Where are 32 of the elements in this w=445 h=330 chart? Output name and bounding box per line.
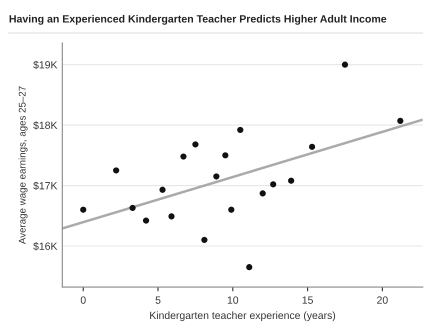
point — [201, 236, 208, 244]
point — [397, 118, 404, 124]
point — [246, 264, 252, 270]
point — [168, 213, 175, 220]
x-tick-label: 5 — [156, 296, 160, 304]
point — [113, 167, 120, 174]
y-tick-label: $17K — [33, 182, 58, 190]
x-tick-label: 20 — [377, 296, 388, 304]
point — [180, 153, 187, 160]
point — [308, 144, 316, 150]
x-tick-label: 10 — [228, 296, 238, 304]
point — [129, 204, 136, 212]
point — [222, 152, 228, 158]
point — [142, 218, 150, 224]
y-tick-label: $18K — [33, 121, 58, 130]
x-axis-title: Kindergarten teacher experience (years) — [150, 311, 336, 322]
y-tick-label: $19K — [33, 60, 58, 70]
point — [80, 206, 86, 213]
point — [270, 181, 276, 188]
x-tick-label: 15 — [302, 296, 313, 304]
point — [159, 186, 166, 193]
y-axis-title: Average wage earnings, ages 25–27 — [18, 86, 28, 244]
point — [260, 190, 266, 197]
x-tick-label: 0 — [80, 296, 86, 304]
point — [213, 173, 220, 180]
point — [237, 126, 244, 134]
chart-title: Having an Experienced Kindergarten Teacher Predicts Higher Adult Income — [10, 14, 386, 25]
y-tick-label: $16K — [33, 242, 58, 250]
point — [192, 141, 199, 148]
point — [288, 178, 294, 184]
point — [342, 62, 348, 68]
point — [228, 206, 234, 213]
